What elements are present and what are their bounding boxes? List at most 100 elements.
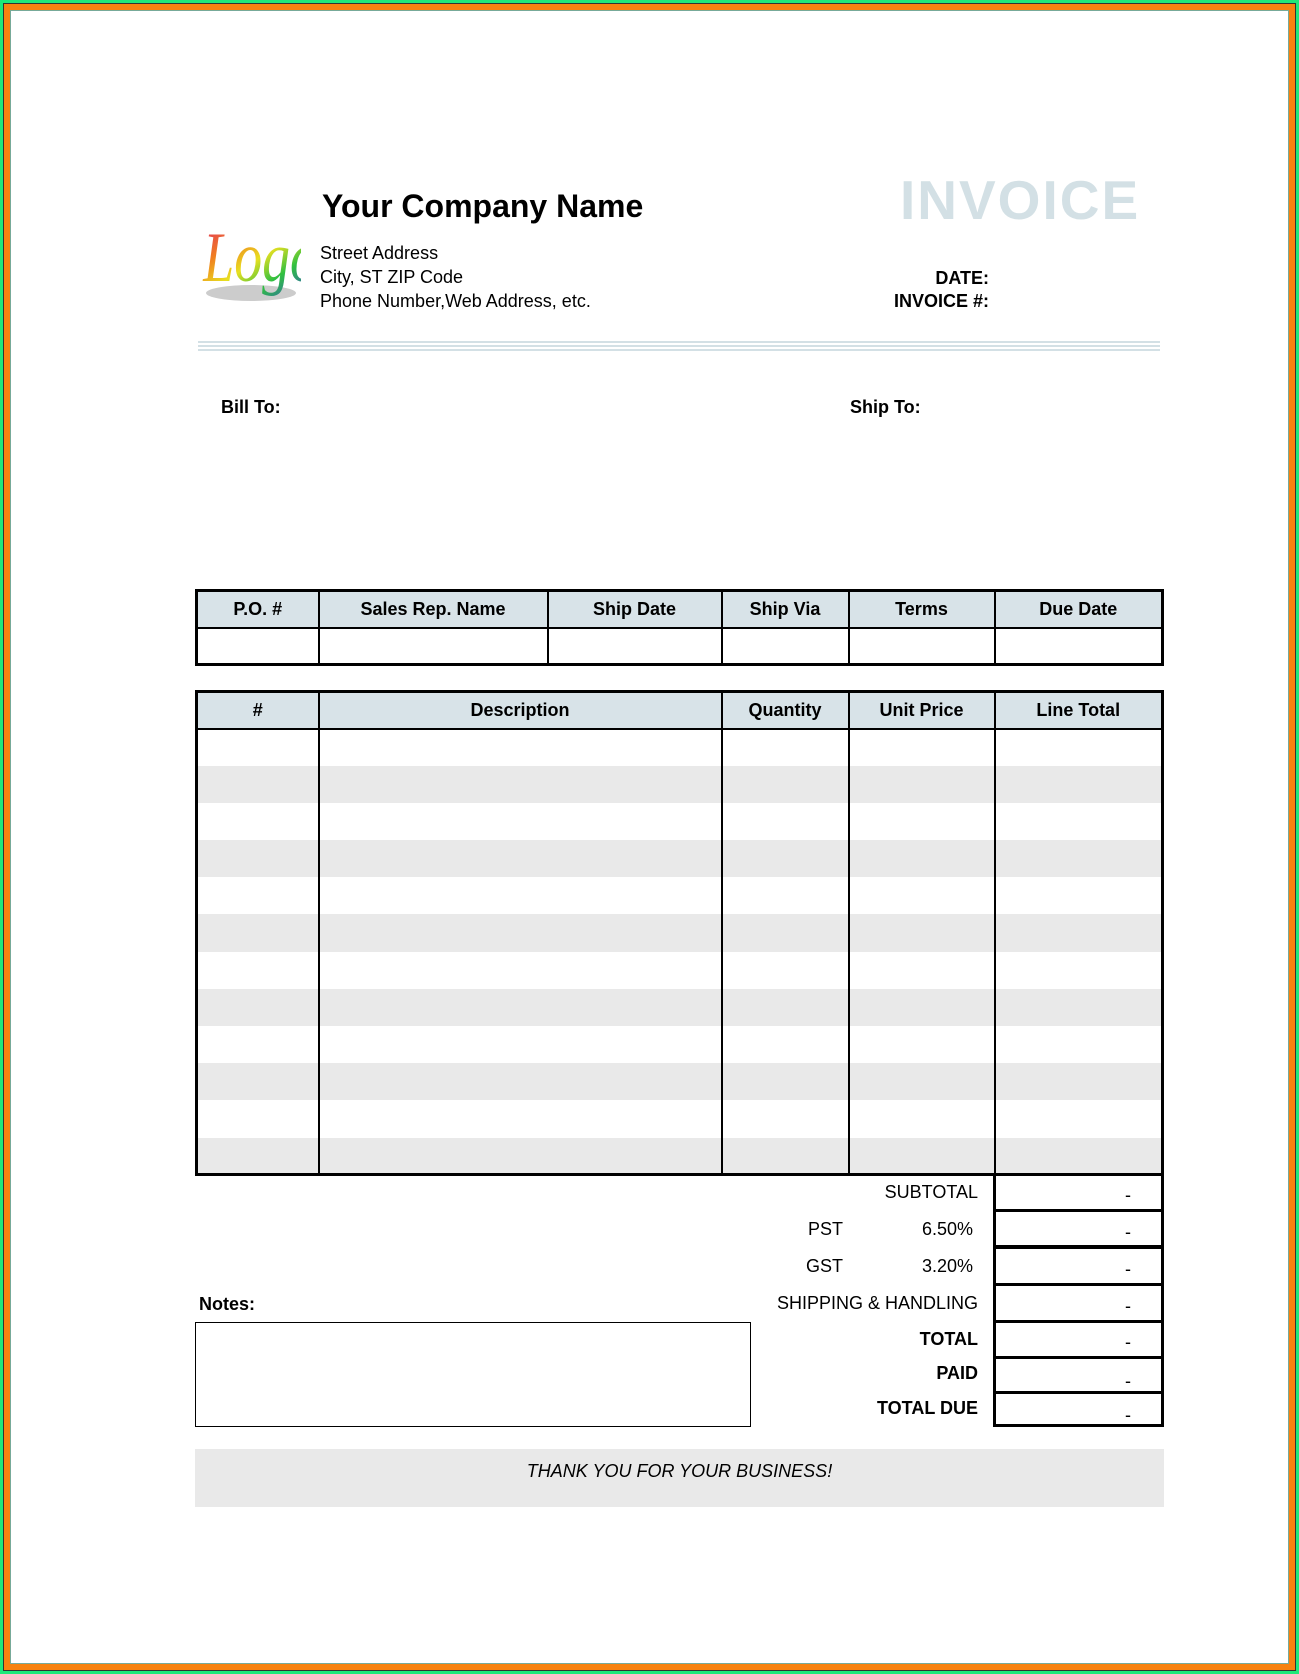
line-total-cell[interactable] <box>993 1063 1164 1101</box>
description-cell[interactable] <box>317 1026 723 1064</box>
description-cell[interactable] <box>317 728 723 766</box>
header-quantity: Quantity <box>720 691 850 730</box>
ship-to-label: Ship To: <box>850 397 921 417</box>
number-cell[interactable] <box>195 877 320 915</box>
number-cell[interactable] <box>195 1100 320 1138</box>
company-name: Your Company Name <box>322 188 644 224</box>
divider <box>198 345 1160 347</box>
po-cell[interactable] <box>195 627 320 665</box>
thank-you-banner: THANK YOU FOR YOUR BUSINESS! <box>195 1449 1164 1507</box>
quantity-cell[interactable] <box>720 1137 850 1175</box>
street-address: Street Address <box>320 243 439 263</box>
number-cell[interactable] <box>195 728 320 766</box>
number-cell[interactable] <box>195 1026 320 1064</box>
ship-via-cell[interactable] <box>720 627 850 665</box>
line-total-cell[interactable] <box>993 914 1164 952</box>
number-cell[interactable] <box>195 951 320 989</box>
svg-text:Logo: Logo <box>202 218 301 297</box>
line-total-cell[interactable] <box>993 728 1164 766</box>
quantity-cell[interactable] <box>720 728 850 766</box>
number-cell[interactable] <box>195 988 320 1026</box>
description-cell[interactable] <box>317 840 723 878</box>
number-cell[interactable] <box>195 765 320 803</box>
unit-price-cell[interactable] <box>847 1100 996 1138</box>
number-cell[interactable] <box>195 802 320 841</box>
header-description: Description <box>317 691 723 730</box>
description-cell[interactable] <box>317 1063 723 1101</box>
line-total-cell[interactable] <box>993 1026 1164 1064</box>
quantity-cell[interactable] <box>720 988 850 1026</box>
city-state-zip: City, ST ZIP Code <box>320 267 464 287</box>
table-row <box>195 728 1164 766</box>
due-date-cell[interactable] <box>993 627 1164 665</box>
description-cell[interactable] <box>317 765 723 803</box>
quantity-cell[interactable] <box>720 951 850 989</box>
subtotal-value[interactable]: - <box>993 1173 1164 1212</box>
quantity-cell[interactable] <box>720 1063 850 1101</box>
page-border-innermost <box>10 10 1289 1664</box>
unit-price-cell[interactable] <box>847 840 996 878</box>
description-cell[interactable] <box>317 802 723 841</box>
table-row <box>195 1063 1164 1101</box>
quantity-cell[interactable] <box>720 1026 850 1064</box>
page-border-orange <box>4 4 1295 1670</box>
pst-label: PST <box>807 1219 843 1239</box>
ship-date-cell[interactable] <box>546 627 723 665</box>
unit-price-cell[interactable] <box>847 765 996 803</box>
description-cell[interactable] <box>317 914 723 952</box>
table-row <box>195 1100 1164 1138</box>
quantity-cell[interactable] <box>720 765 850 803</box>
notes-box[interactable] <box>195 1322 751 1427</box>
line-total-cell[interactable] <box>993 988 1164 1026</box>
header-line-total: Line Total <box>993 691 1164 730</box>
description-cell[interactable] <box>317 877 723 915</box>
unit-price-cell[interactable] <box>847 877 996 915</box>
number-cell[interactable] <box>195 1063 320 1101</box>
description-cell[interactable] <box>317 988 723 1026</box>
description-cell[interactable] <box>317 1100 723 1138</box>
page-border-inner <box>3 3 1296 1671</box>
quantity-cell[interactable] <box>720 914 850 952</box>
description-cell[interactable] <box>317 1137 723 1175</box>
line-total-cell[interactable] <box>993 1137 1164 1175</box>
gst-value[interactable]: - <box>993 1246 1164 1286</box>
table-row <box>195 802 1164 841</box>
quantity-cell[interactable] <box>720 840 850 878</box>
quantity-cell[interactable] <box>720 1100 850 1138</box>
line-total-cell[interactable] <box>993 951 1164 989</box>
unit-price-cell[interactable] <box>847 951 996 989</box>
line-total-cell[interactable] <box>993 1100 1164 1138</box>
table-row <box>195 914 1164 952</box>
header-terms: Terms <box>847 590 996 629</box>
unit-price-cell[interactable] <box>847 802 996 841</box>
contact-line: Phone Number,Web Address, etc. <box>320 291 591 311</box>
line-total-cell[interactable] <box>993 765 1164 803</box>
total-due-label: TOTAL DUE <box>876 1398 978 1418</box>
line-total-cell[interactable] <box>993 840 1164 878</box>
number-cell[interactable] <box>195 840 320 878</box>
unit-price-cell[interactable] <box>847 1026 996 1064</box>
unit-price-cell[interactable] <box>847 1063 996 1101</box>
table-row <box>195 765 1164 803</box>
table-row <box>195 840 1164 878</box>
company-logo: Logo <box>202 218 301 301</box>
shipping-value[interactable]: - <box>993 1283 1164 1323</box>
line-total-cell[interactable] <box>993 877 1164 915</box>
sales-rep-cell[interactable] <box>317 627 549 665</box>
paid-value[interactable]: - <box>993 1356 1164 1394</box>
header-sales-rep: Sales Rep. Name <box>317 590 549 629</box>
quantity-cell[interactable] <box>720 802 850 841</box>
number-cell[interactable] <box>195 1137 320 1175</box>
line-total-cell[interactable] <box>993 802 1164 841</box>
unit-price-cell[interactable] <box>847 1137 996 1175</box>
quantity-cell[interactable] <box>720 877 850 915</box>
pst-value[interactable]: - <box>993 1209 1164 1248</box>
total-due-value: - <box>993 1391 1164 1427</box>
description-cell[interactable] <box>317 951 723 989</box>
unit-price-cell[interactable] <box>847 988 996 1026</box>
line-items-table: # Description Quantity Unit Price Line T… <box>195 690 1164 1177</box>
terms-cell[interactable] <box>847 627 996 665</box>
unit-price-cell[interactable] <box>847 914 996 952</box>
unit-price-cell[interactable] <box>847 728 996 766</box>
number-cell[interactable] <box>195 914 320 952</box>
